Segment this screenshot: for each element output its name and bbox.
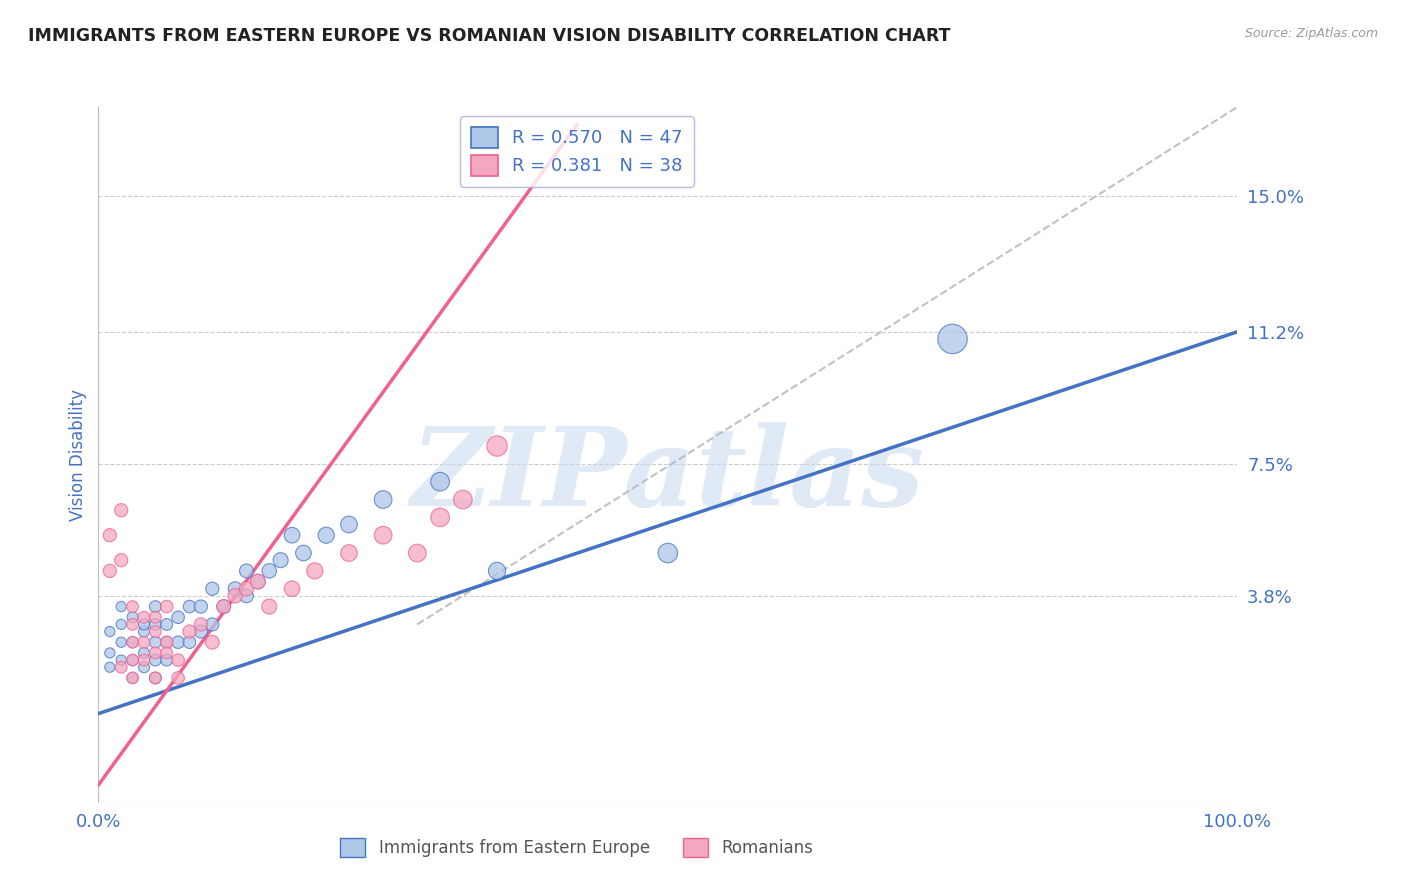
Point [371, 492, 394, 507]
Point [156, 599, 179, 614]
Point [110, 553, 132, 567]
Point [132, 635, 155, 649]
Point [145, 635, 167, 649]
Point [121, 635, 143, 649]
Point [167, 610, 190, 624]
Point [179, 599, 201, 614]
Point [212, 599, 235, 614]
Point [145, 646, 167, 660]
Text: Source: ZipAtlas.com: Source: ZipAtlas.com [1244, 27, 1378, 40]
Point [110, 660, 132, 674]
Point [167, 671, 190, 685]
Point [190, 624, 212, 639]
Point [246, 574, 269, 589]
Point [201, 582, 224, 596]
Point [406, 546, 429, 560]
Point [156, 635, 179, 649]
Point [145, 617, 167, 632]
Point [657, 546, 679, 560]
Text: IMMIGRANTS FROM EASTERN EUROPE VS ROMANIAN VISION DISABILITY CORRELATION CHART: IMMIGRANTS FROM EASTERN EUROPE VS ROMANI… [28, 27, 950, 45]
Point [98, 564, 121, 578]
Point [167, 635, 190, 649]
Point [110, 503, 132, 517]
Point [281, 528, 304, 542]
Point [179, 624, 201, 639]
Point [98, 660, 121, 674]
Point [337, 517, 360, 532]
Point [156, 646, 179, 660]
Point [132, 660, 155, 674]
Point [132, 646, 155, 660]
Point [98, 624, 121, 639]
Point [337, 546, 360, 560]
Point [121, 671, 143, 685]
Point [190, 599, 212, 614]
Point [121, 599, 143, 614]
Point [270, 553, 292, 567]
Point [371, 528, 394, 542]
Point [246, 574, 269, 589]
Point [235, 564, 257, 578]
Point [156, 617, 179, 632]
Point [132, 653, 155, 667]
Point [156, 635, 179, 649]
Point [145, 624, 167, 639]
Point [201, 617, 224, 632]
Point [145, 671, 167, 685]
Point [486, 564, 509, 578]
Point [110, 635, 132, 649]
Point [235, 589, 257, 603]
Point [190, 617, 212, 632]
Point [281, 582, 304, 596]
Point [179, 635, 201, 649]
Point [121, 635, 143, 649]
Point [121, 653, 143, 667]
Point [132, 624, 155, 639]
Point [98, 528, 121, 542]
Point [110, 617, 132, 632]
Point [292, 546, 315, 560]
Y-axis label: Vision Disability: Vision Disability [69, 389, 87, 521]
Point [110, 599, 132, 614]
Point [121, 610, 143, 624]
Point [224, 582, 246, 596]
Point [121, 671, 143, 685]
Text: ZIPatlas: ZIPatlas [411, 422, 925, 530]
Point [315, 528, 337, 542]
Point [429, 475, 451, 489]
Point [132, 617, 155, 632]
Point [212, 599, 235, 614]
Point [132, 610, 155, 624]
Legend: Immigrants from Eastern Europe, Romanians: Immigrants from Eastern Europe, Romanian… [333, 831, 820, 864]
Point [110, 653, 132, 667]
Point [235, 582, 257, 596]
Point [145, 671, 167, 685]
Point [429, 510, 451, 524]
Point [121, 617, 143, 632]
Point [121, 653, 143, 667]
Point [145, 653, 167, 667]
Point [224, 589, 246, 603]
Point [98, 646, 121, 660]
Point [145, 610, 167, 624]
Point [167, 653, 190, 667]
Point [201, 635, 224, 649]
Point [451, 492, 474, 507]
Point [145, 599, 167, 614]
Point [259, 564, 281, 578]
Point [486, 439, 509, 453]
Point [156, 653, 179, 667]
Point [304, 564, 326, 578]
Point [259, 599, 281, 614]
Point [942, 332, 965, 346]
